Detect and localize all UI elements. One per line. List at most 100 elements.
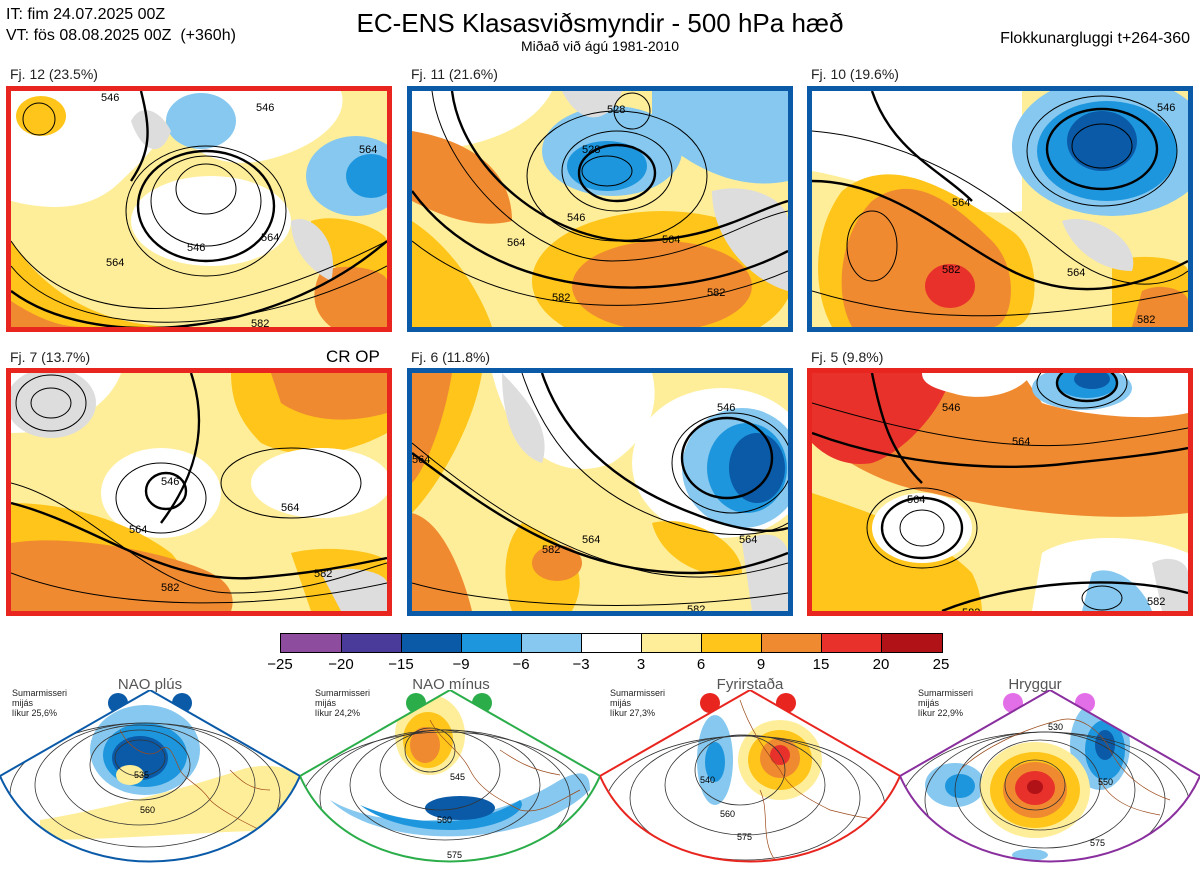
contour-label: 575 [447,850,462,860]
contour-label: 564 [412,454,430,466]
contour-label: 540 [700,775,715,785]
contour-label: 582 [1147,596,1165,608]
cluster-5-label: Fj. 5 (9.8%) [811,349,884,365]
contour-label: 564 [582,534,600,546]
regime-title: Fyrirstaða [716,676,784,693]
colorbar-swatch [581,633,642,653]
contour-label: 582 [542,544,560,556]
contour-label: 564 [739,534,757,546]
contour-label: 564 [662,234,680,246]
colorbar-swatch [401,633,462,653]
contour-label: 546 [256,102,274,114]
contour-label: 564 [1012,436,1030,448]
regime-map: 545 560 575 [300,690,600,863]
regime-info: Sumarmisseri mijás líkur 22,9% [918,688,974,718]
cluster-11-map: 528 528 546 564 564 582 582 [407,86,793,332]
contour-label: 530 [1048,722,1063,732]
regime-map: 540 560 575 [600,690,900,863]
cluster-10-label: Fj. 10 (19.6%) [811,66,899,82]
init-time: IT: fim 24.07.2025 00Z [6,6,166,23]
colorbar-tick: 25 [932,656,950,673]
colorbar-tick: −9 [452,656,470,673]
control-operational-tag: CR OP [326,347,380,366]
contour-label: 575 [1090,838,1105,848]
cluster-6-label: Fj. 6 (11.8%) [411,349,491,365]
colorbar-swatch [461,633,522,653]
contour-label: 546 [161,476,179,488]
contour-label: 564 [281,502,299,514]
colorbar-tick: 15 [812,656,830,673]
colorbar-swatch [641,633,702,653]
contour-label: 582 [1137,314,1155,326]
contour-label: 564 [507,237,525,249]
cluster-7-label: Fj. 7 (13.7%) [10,349,91,365]
contour-label: 564 [129,524,147,536]
cluster-5-map: 546 564 564 582 582 [807,368,1193,616]
colorbar-swatch [521,633,582,653]
colorbar-tick: −15 [388,656,414,673]
colorbar-tick: −6 [512,656,530,673]
regime-title: NAO mínus [412,676,490,693]
cluster-6-map: 546 564 564 582 564 582 [407,368,793,616]
regime-title: Hryggur [1008,676,1062,693]
colorbar-tick: 3 [636,656,646,673]
colorbar-swatch [761,633,822,653]
contour-label: 560 [720,809,735,819]
colorbar-tick: −25 [267,656,293,673]
page-title: EC-ENS Klasasviðsmyndir - 500 hPa hæð [356,8,844,38]
page-subtitle: Miðað við ágú 1981-2010 [520,38,679,54]
contour-label: 564 [106,257,124,269]
colorbar-tick: 20 [872,656,890,673]
colorbar-swatch [280,633,341,653]
cluster-window: Flokkunargluggi t+264-360 [1000,30,1190,47]
contour-label: 545 [450,772,465,782]
regime-marker [700,693,720,713]
contour-label: 582 [942,264,960,276]
contour-label: 564 [952,197,970,209]
contour-label: 560 [437,815,452,825]
contour-label: 546 [187,242,205,254]
contour-label: 546 [717,402,735,414]
cluster-11-label: Fj. 11 (21.6%) [411,66,498,82]
colorbar-swatch [821,633,882,653]
regime-map: 535 560 [0,690,300,863]
contour-label: 575 [737,832,752,842]
colorbar-tick: −3 [572,656,590,673]
contour-label: 582 [687,604,705,611]
contour-label: 546 [1157,102,1175,114]
cluster-7-map: 546 564 564 582 582 [6,368,392,616]
contour-label: 535 [134,770,149,780]
colorbar-tick: 9 [756,656,766,673]
contour-label: 582 [962,607,980,611]
cluster-10-map: 546 564 582 564 582 [807,86,1193,332]
regime-info: Sumarmisseri mijás líkur 25,6% [12,688,68,718]
regime-map: 530 550 575 [900,690,1200,863]
regime-info: Sumarmisseri mijás líkur 27,3% [610,688,666,718]
contour-label: 528 [607,104,625,116]
contour-label: 564 [261,232,279,244]
contour-label: 546 [567,212,585,224]
contour-label: 582 [314,568,332,580]
contour-label: 582 [707,287,725,299]
regime-info: Sumarmisseri mijás líkur 24,2% [315,688,371,718]
contour-label: 564 [359,144,377,156]
colorbar-swatch [341,633,402,653]
contour-label: 564 [907,494,925,506]
colorbar-tick: −20 [328,656,354,673]
contour-label: 528 [582,144,600,156]
contour-label: 582 [251,318,269,327]
contour-label: 560 [140,805,155,815]
cluster-12-map: 546 564 546 564 546 564 582 [6,86,392,332]
contour-label: 582 [161,582,179,594]
colorbar-tick: 6 [696,656,706,673]
contour-label: 550 [1098,777,1113,787]
contour-label: 546 [101,92,119,104]
valid-time: VT: fös 08.08.2025 00Z (+360h) [6,27,236,44]
contour-label: 564 [1067,267,1085,279]
contour-label: 546 [942,402,960,414]
regime-title: NAO plús [117,676,183,693]
colorbar-swatch [701,633,762,653]
contour-label: 582 [552,292,570,304]
cluster-12-label: Fj. 12 (23.5%) [10,66,98,82]
colorbar-swatch [881,633,943,653]
